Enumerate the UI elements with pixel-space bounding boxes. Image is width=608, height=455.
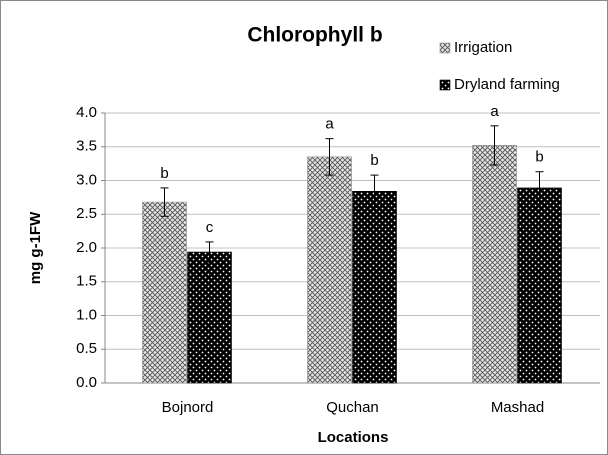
- significance-letter: c: [206, 219, 214, 236]
- y-tick-label: 1.0: [76, 306, 97, 323]
- y-tick-label: 4.0: [76, 104, 97, 121]
- y-tick-label: 1.5: [76, 273, 97, 290]
- y-tick-label: 2.5: [76, 205, 97, 222]
- bar: [352, 191, 397, 384]
- bar: [142, 201, 187, 384]
- bar: [187, 251, 232, 384]
- legend-swatch: [439, 42, 451, 54]
- y-tick-label: 3.0: [76, 171, 97, 188]
- y-tick-label: 3.5: [76, 138, 97, 155]
- bar: [307, 156, 352, 384]
- x-tick-label: Mashad: [491, 399, 544, 416]
- chart-title: Chlorophyll b: [247, 24, 382, 47]
- y-tick-label: 2.0: [76, 239, 97, 256]
- significance-letter: b: [370, 152, 378, 169]
- significance-letter: a: [490, 103, 499, 120]
- y-tick-label: 0.0: [76, 374, 97, 391]
- significance-letter: b: [160, 165, 168, 182]
- significance-letter: b: [535, 149, 543, 166]
- x-axis-title: Locations: [318, 429, 389, 446]
- y-tick-label: 0.5: [76, 340, 97, 357]
- x-tick-label: Bojnord: [162, 399, 214, 416]
- bar: [472, 145, 517, 384]
- x-tick-label: Quchan: [326, 399, 379, 416]
- y-axis-title: mg g-1FW: [27, 211, 44, 284]
- significance-letter: a: [325, 116, 334, 133]
- legend-label: Irrigation: [454, 39, 512, 56]
- legend-swatch: [439, 79, 451, 91]
- legend-label: Dryland farming: [454, 76, 560, 93]
- bar: [517, 187, 562, 384]
